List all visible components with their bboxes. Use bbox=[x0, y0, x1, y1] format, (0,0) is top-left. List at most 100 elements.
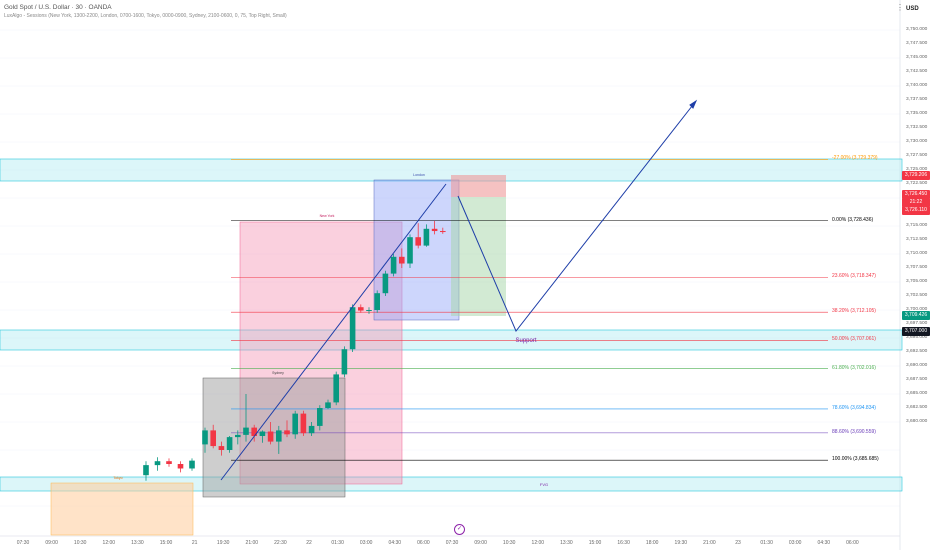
time-axis-label: 21:00 bbox=[245, 540, 259, 546]
candle-body bbox=[243, 427, 249, 435]
price-axis-label: 3,690.000 bbox=[906, 363, 928, 368]
price-axis-label: 3,735.000 bbox=[906, 111, 928, 116]
price-axis-label: 3,697.500 bbox=[906, 321, 928, 326]
price-axis-label: 3,715.000 bbox=[906, 223, 928, 228]
time-axis-label: 22 bbox=[306, 540, 312, 546]
fib-level-label: -27.00% (3,729.379) bbox=[832, 155, 878, 162]
price-axis-label: 3,692.500 bbox=[906, 349, 928, 354]
time-axis-label: 15:00 bbox=[159, 540, 173, 546]
time-axis-label: 16:30 bbox=[617, 540, 630, 546]
price-axis-label: 3,705.000 bbox=[906, 279, 928, 284]
candle-body bbox=[267, 431, 274, 442]
candle-body bbox=[374, 293, 380, 310]
candle-body bbox=[226, 437, 233, 450]
price-axis-label: 3,700.000 bbox=[906, 307, 928, 312]
candle-body bbox=[300, 413, 307, 434]
price-axis-label: 3,687.500 bbox=[906, 377, 928, 382]
fib-level-label: 38.20% (3,712.105) bbox=[832, 308, 876, 315]
fib-level-label: 23.60% (3,718.347) bbox=[832, 273, 876, 280]
candle-body bbox=[202, 430, 208, 445]
candle-body bbox=[382, 273, 389, 294]
price-tag-low: 3,726.110 bbox=[902, 206, 930, 215]
price-axis-label: 3,680.000 bbox=[906, 419, 928, 424]
time-axis-label: 23 bbox=[735, 540, 741, 546]
price-tag-current: 3,726.450 bbox=[902, 190, 930, 199]
candle-body bbox=[259, 431, 266, 436]
time-axis-label: 03:00 bbox=[359, 540, 373, 546]
candle-body bbox=[349, 307, 356, 350]
price-tag-high: 3,729.206 bbox=[902, 171, 930, 180]
time-axis-label: 21:00 bbox=[703, 540, 716, 546]
time-axis-label: 03:00 bbox=[788, 540, 802, 546]
candle-body bbox=[431, 228, 438, 232]
currency-label: USD bbox=[906, 6, 919, 12]
tokyo-session-box[interactable] bbox=[50, 482, 194, 536]
price-axis-label: 3,747.500 bbox=[906, 41, 928, 46]
time-axis-label: 04:30 bbox=[388, 540, 402, 546]
time-axis-label: 12:00 bbox=[102, 540, 116, 546]
fib-level-label: 61.80% (3,702.016) bbox=[832, 364, 876, 371]
london-session-label: London bbox=[413, 173, 425, 177]
time-axis-label: 21 bbox=[191, 540, 198, 546]
tradingview-logo-icon[interactable]: ✓ bbox=[454, 524, 465, 535]
price-axis-label: 3,742.500 bbox=[906, 69, 928, 74]
candle-body bbox=[366, 310, 372, 311]
fib-level-label: 88.60% (3,690.559) bbox=[832, 428, 876, 435]
price-axis-label: 3,682.500 bbox=[906, 405, 928, 410]
price-axis-label: 3,707.500 bbox=[906, 265, 928, 270]
sydney-session-box[interactable] bbox=[202, 377, 346, 498]
candle-body bbox=[407, 237, 413, 264]
chart-title: Gold Spot / U.S. Dollar · 30 · OANDA bbox=[4, 4, 112, 11]
price-tag-target: 3,709.426 bbox=[902, 311, 930, 320]
time-axis-label: 15:00 bbox=[588, 540, 602, 546]
candle-body bbox=[399, 256, 405, 264]
position-target-zone[interactable] bbox=[451, 197, 506, 316]
candle-body bbox=[218, 446, 225, 450]
fib-retracement-lines[interactable] bbox=[231, 159, 828, 461]
candle-body bbox=[423, 228, 430, 246]
fvg-annotation: FVG bbox=[540, 482, 548, 487]
time-axis-label: 09:00 bbox=[45, 540, 58, 546]
candle-body bbox=[440, 231, 446, 233]
price-axis-label: 3,712.500 bbox=[906, 237, 928, 242]
price-axis-label: 3,730.000 bbox=[906, 139, 928, 144]
time-axis-label: 07:30 bbox=[16, 540, 30, 546]
time-axis-label: 06:00 bbox=[846, 540, 859, 546]
support-zone[interactable] bbox=[0, 329, 903, 351]
price-axis-label: 3,737.500 bbox=[906, 97, 928, 102]
candle-body bbox=[235, 434, 241, 438]
time-axis-label: 12:00 bbox=[531, 540, 545, 546]
candle-body bbox=[292, 413, 298, 435]
candle-body bbox=[210, 430, 216, 447]
candle-series bbox=[143, 220, 446, 481]
time-axis-label: 22:30 bbox=[274, 540, 287, 546]
fib-level-label: 0.00% (3,728.436) bbox=[832, 216, 874, 223]
price-axis-label: 3,745.000 bbox=[906, 55, 928, 60]
time-axis-label: 06:00 bbox=[417, 540, 430, 546]
chart-grid bbox=[0, 29, 900, 507]
time-axis-label: 13:30 bbox=[560, 540, 573, 546]
support-annotation: Support bbox=[515, 338, 536, 344]
trend-projection[interactable] bbox=[220, 99, 698, 481]
time-axis-label: 19:30 bbox=[216, 540, 230, 546]
price-axis-label: 3,722.500 bbox=[906, 181, 928, 186]
london-session-box[interactable] bbox=[373, 179, 460, 321]
candle-body bbox=[177, 464, 184, 469]
candle-body bbox=[325, 402, 331, 408]
candle-body bbox=[284, 430, 290, 435]
time-axis-label: 13:30 bbox=[131, 540, 144, 546]
price-axis-label: 3,685.000 bbox=[906, 391, 928, 396]
time-axis-label: 10:30 bbox=[73, 540, 87, 546]
candle-body bbox=[143, 465, 149, 476]
more-icon[interactable]: ⋮ bbox=[896, 3, 904, 12]
candle-body bbox=[189, 460, 195, 469]
time-axis-label: 01:30 bbox=[760, 540, 773, 546]
position-stop-zone[interactable] bbox=[451, 175, 506, 197]
price-axis-label: 3,725.000 bbox=[906, 167, 928, 172]
price-tag-countdown: 21:22 bbox=[902, 198, 930, 207]
candle-body bbox=[390, 256, 397, 274]
fib-level-label: 100.00% (3,685.685) bbox=[832, 456, 879, 463]
candle-body bbox=[358, 307, 364, 311]
price-axis-label: 3,732.500 bbox=[906, 125, 928, 130]
